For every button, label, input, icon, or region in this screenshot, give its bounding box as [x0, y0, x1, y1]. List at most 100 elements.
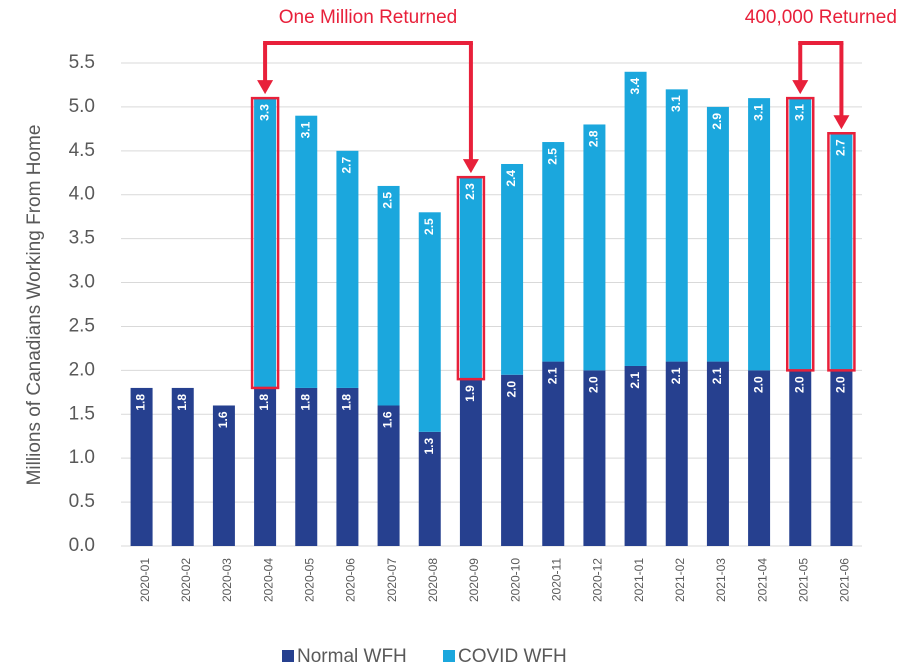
y-tick-label: 3.5 — [69, 228, 95, 249]
bar-segment — [665, 89, 688, 362]
data-label: 2.4 — [504, 170, 518, 187]
legend-swatch — [282, 650, 294, 662]
bar-segment — [459, 379, 482, 546]
annotation-text: One Million Returned — [279, 7, 457, 28]
data-label: 1.3 — [422, 438, 436, 455]
data-label: 2.8 — [587, 130, 601, 147]
bar-segment — [418, 431, 441, 546]
data-label: 2.1 — [669, 367, 683, 384]
x-tick-label: 2020-04 — [261, 558, 275, 602]
data-label: 2.1 — [628, 372, 642, 389]
x-tick-label: 2020-12 — [591, 558, 605, 602]
bar-segment — [130, 387, 153, 546]
bar-segment — [748, 98, 771, 371]
bar-segment — [748, 370, 771, 546]
x-tick-label: 2021-04 — [755, 558, 769, 602]
data-label: 2.0 — [792, 376, 806, 393]
bar-segment — [542, 142, 565, 362]
bar-segment — [212, 405, 235, 546]
data-label: 1.8 — [298, 394, 312, 411]
bar-segment — [336, 150, 359, 388]
y-tick-label: 1.0 — [69, 447, 95, 468]
legend-label: COVID WFH — [458, 646, 567, 667]
x-tick-label: 2020-07 — [385, 558, 399, 602]
y-tick-label: 1.5 — [69, 403, 95, 424]
labels: 0.0 0.5 1.0 1.5 2.0 2.5 3.0 3.5 4.0 4.5 5.0 5.5 2020… — [69, 52, 852, 667]
data-label: 1.8 — [340, 394, 354, 411]
data-label: 2.5 — [381, 192, 395, 209]
arrow-head — [792, 80, 809, 95]
x-tick-label: 2021-03 — [714, 558, 728, 602]
data-label: 2.0 — [751, 376, 765, 393]
bar-segment — [254, 98, 277, 388]
data-label: 1.8 — [134, 394, 148, 411]
y-tick-label: 2.0 — [69, 359, 95, 380]
y-tick-label: 3.0 — [69, 272, 95, 293]
bar-segment — [542, 361, 565, 546]
data-label: 3.1 — [298, 121, 312, 138]
arrow-head — [833, 115, 850, 130]
arrow-head — [257, 80, 274, 95]
highlight-box — [827, 132, 856, 372]
bar-segment — [501, 163, 524, 375]
data-label: 3.1 — [751, 104, 765, 121]
x-tick-label: 2021-06 — [838, 558, 852, 602]
bars — [130, 71, 853, 546]
x-tick-label: 2020-06 — [344, 558, 358, 602]
data-label: 3.4 — [628, 77, 642, 94]
highlight-box — [786, 96, 815, 372]
x-tick-label: 2021-01 — [632, 558, 646, 602]
y-tick-label: 5.0 — [69, 96, 95, 117]
y-tick-label: 5.5 — [69, 52, 95, 73]
bar-segment — [624, 71, 647, 366]
bar-segment — [665, 361, 688, 546]
bar-segment — [789, 98, 812, 371]
y-tick-label: 2.5 — [69, 315, 95, 336]
bar-segment — [418, 212, 441, 432]
bar-segment — [706, 106, 729, 362]
data-label: 2.1 — [545, 367, 559, 384]
bar-segment — [459, 177, 482, 380]
data-label: 2.0 — [587, 376, 601, 393]
data-label: 3.1 — [792, 104, 806, 121]
data-label: 2.7 — [340, 156, 354, 173]
data-label: 1.8 — [257, 394, 271, 411]
bar-segment — [254, 387, 277, 546]
annotations: One Million Returned 400,000 Returned — [250, 7, 897, 390]
bar-segment — [336, 387, 359, 546]
bar-segment — [295, 115, 318, 388]
data-label: 2.9 — [710, 113, 724, 130]
legend-swatch — [443, 650, 455, 662]
bar-segment — [830, 133, 853, 371]
x-tick-label: 2020-09 — [467, 558, 481, 602]
bar-segment — [706, 361, 729, 546]
x-tick-label: 2021-05 — [796, 558, 810, 602]
x-tick-label: 2021-02 — [673, 558, 687, 602]
bar-segment — [295, 387, 318, 546]
bar-segment — [171, 387, 194, 546]
x-tick-label: 2020-10 — [508, 558, 522, 602]
bar-segment — [583, 370, 606, 546]
data-label: 2.3 — [463, 183, 477, 200]
data-label: 1.6 — [216, 411, 230, 428]
data-label: 3.3 — [257, 104, 271, 121]
bar-segment — [377, 405, 400, 546]
y-tick-label: 4.0 — [69, 184, 95, 205]
x-tick-label: 2020-02 — [179, 558, 193, 602]
bar-segment — [583, 124, 606, 371]
data-label: 1.6 — [381, 411, 395, 428]
data-label: 1.9 — [463, 385, 477, 402]
data-label: 2.1 — [710, 367, 724, 384]
legend-label: Normal WFH — [297, 646, 407, 667]
data-label: 2.0 — [504, 380, 518, 397]
highlight-box — [456, 175, 486, 381]
data-label: 2.5 — [422, 218, 436, 235]
bar-segment — [377, 185, 400, 406]
data-label: 2.5 — [545, 148, 559, 165]
bar-segment — [624, 365, 647, 546]
data-label: 3.1 — [669, 95, 683, 112]
x-tick-label: 2020-11 — [549, 558, 563, 601]
bar-segment — [789, 370, 812, 546]
